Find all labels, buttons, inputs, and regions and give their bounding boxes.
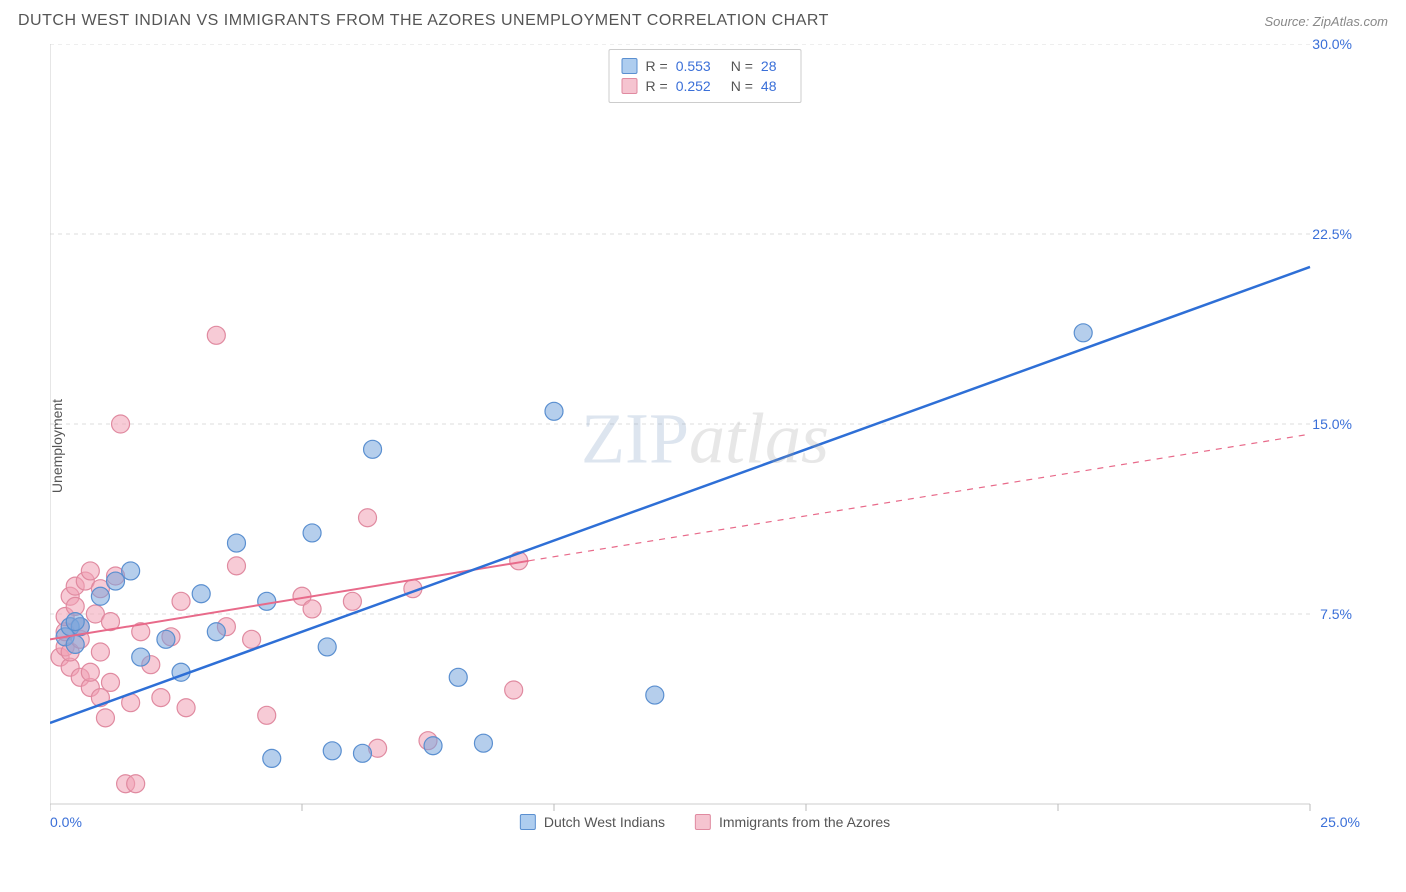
legend-row-series1: R = 0.553 N = 28: [622, 56, 789, 76]
n-value-2: 48: [761, 78, 777, 94]
n-label: N =: [731, 58, 753, 74]
n-label: N =: [731, 78, 753, 94]
y-tick-label: 30.0%: [1312, 36, 1352, 52]
legend-item-series2: Immigrants from the Azores: [695, 814, 890, 830]
r-label: R =: [646, 58, 668, 74]
chart-area: ZIPatlas R = 0.553 N = 28 R = 0.252 N = …: [50, 44, 1360, 834]
y-tick-label: 15.0%: [1312, 416, 1352, 432]
n-value-1: 28: [761, 58, 777, 74]
swatch-series2-bottom: [695, 814, 711, 830]
swatch-series1-bottom: [520, 814, 536, 830]
legend-row-series2: R = 0.252 N = 48: [622, 76, 789, 96]
source-attribution: Source: ZipAtlas.com: [1264, 14, 1388, 29]
r-label: R =: [646, 78, 668, 94]
series-legend: Dutch West Indians Immigrants from the A…: [520, 814, 890, 830]
series1-name: Dutch West Indians: [544, 814, 665, 830]
r-value-1: 0.553: [676, 58, 711, 74]
swatch-series1: [622, 58, 638, 74]
y-tick-label: 22.5%: [1312, 226, 1352, 242]
series2-name: Immigrants from the Azores: [719, 814, 890, 830]
correlation-legend: R = 0.553 N = 28 R = 0.252 N = 48: [609, 49, 802, 103]
y-tick-label: 7.5%: [1320, 606, 1352, 622]
chart-header: DUTCH WEST INDIAN VS IMMIGRANTS FROM THE…: [18, 12, 1388, 30]
x-axis-max-label: 25.0%: [1320, 814, 1360, 830]
chart-title: DUTCH WEST INDIAN VS IMMIGRANTS FROM THE…: [18, 12, 829, 30]
x-axis-min-label: 0.0%: [50, 814, 82, 830]
legend-item-series1: Dutch West Indians: [520, 814, 665, 830]
scatter-plot: [50, 44, 1360, 834]
swatch-series2: [622, 78, 638, 94]
r-value-2: 0.252: [676, 78, 711, 94]
